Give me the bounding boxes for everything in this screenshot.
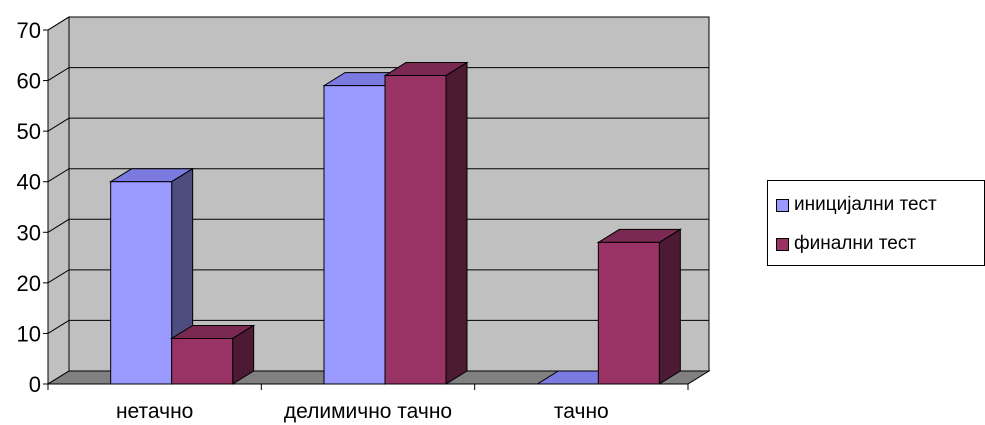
legend: иницијални тест финални тест (767, 180, 985, 266)
tick-labels: 0 10 20 30 40 50 60 70 нетачно делимично тачно тач… (17, 18, 609, 423)
bar-2-1 (169, 324, 256, 385)
bar-2-2-front (384, 75, 447, 385)
bar-2-2 (383, 61, 469, 385)
bar-1-1-front (110, 181, 173, 385)
x-tick-label-1: нетачно (116, 400, 193, 423)
bars (108, 61, 683, 385)
legend-swatch-series-2 (776, 237, 789, 251)
gridline-70 (47, 16, 709, 31)
y-tick-label-50: 50 (17, 119, 41, 144)
y-tick-label-10: 10 (17, 321, 41, 346)
legend-swatch-series-1 (776, 198, 789, 212)
x-tick-label-2: делимично тачно (284, 400, 452, 423)
y-tick-label-30: 30 (17, 220, 41, 245)
gridlines (47, 16, 709, 334)
gridline-60 (47, 67, 709, 81)
legend-label-series-2: финални тест (794, 233, 917, 254)
bar-2-1-front (171, 337, 234, 385)
y-tick-label-40: 40 (17, 170, 41, 195)
gridline-20 (47, 269, 709, 284)
legend-item-series-2: финални тест (776, 233, 916, 255)
bar-2-3-side (658, 228, 681, 385)
bar-2-2-side (445, 61, 468, 385)
legend-label-series-1: иницијални тест (794, 194, 937, 215)
y-tick-label-0: 0 (29, 372, 41, 397)
bar-1-1 (108, 167, 195, 385)
y-tick-label-60: 60 (17, 69, 41, 94)
gridline-10 (47, 319, 709, 334)
y-tick-label-20: 20 (17, 271, 41, 296)
gridline-40 (47, 168, 709, 183)
side-wall (47, 16, 70, 385)
bar-1-2-front (323, 85, 386, 385)
legend-item-series-1: иницијални тест (776, 194, 937, 216)
gridline-30 (47, 218, 709, 233)
x-tick-label-3: тачно (554, 400, 609, 423)
gridline-50 (47, 117, 709, 132)
y-tick-label-70: 70 (17, 18, 41, 43)
bar-2-3-front (597, 241, 660, 385)
bar-2-3 (596, 228, 683, 385)
